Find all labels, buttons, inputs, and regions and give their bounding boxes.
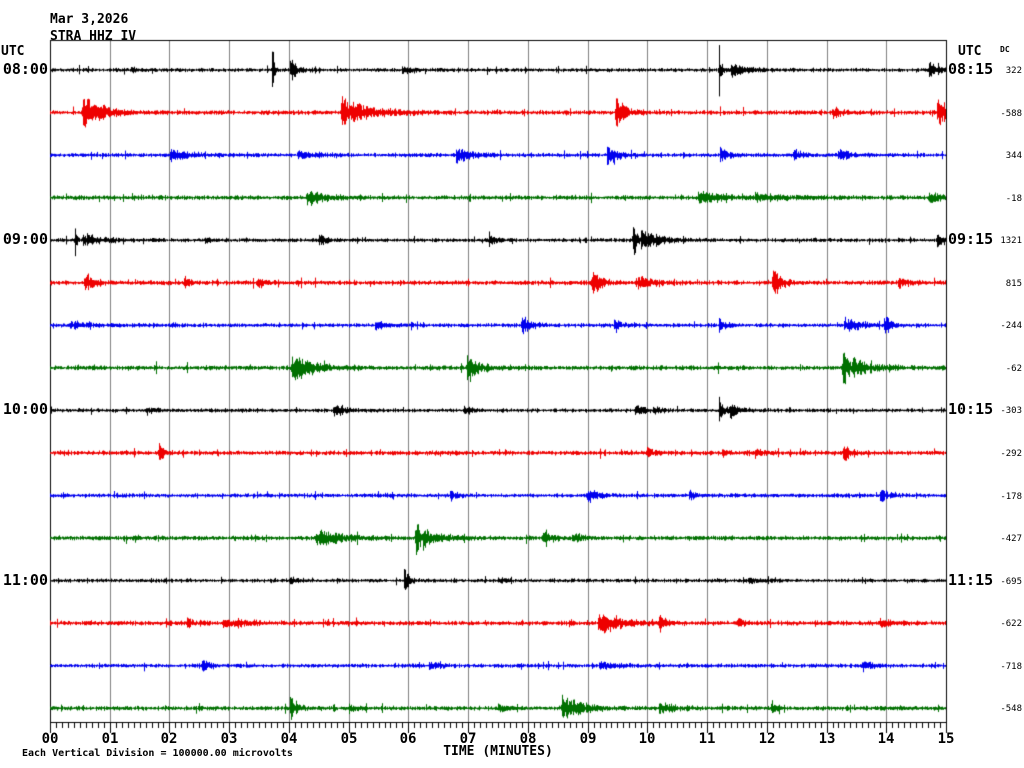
dc-offset-value: -718 <box>1000 662 1022 672</box>
x-tick-label: 04 <box>280 731 298 747</box>
utc-start-label: 08:00 <box>2 60 48 78</box>
utc-end-label: 09:15 <box>948 230 994 248</box>
utc-start-label: 09:00 <box>2 230 48 248</box>
x-tick-label: 07 <box>459 731 477 747</box>
x-tick-label: 09 <box>579 731 597 747</box>
dc-offset-value: -695 <box>1000 577 1022 587</box>
x-tick-label: 14 <box>877 731 895 747</box>
x-tick-label: 08 <box>519 731 537 747</box>
station-channel-label: STRA HHZ IV <box>50 29 137 44</box>
dc-offset-value: -178 <box>1000 492 1022 502</box>
x-tick-label: 10 <box>638 731 656 747</box>
dc-offset-value: 344 <box>1005 151 1022 161</box>
x-tick-label: 13 <box>818 731 836 747</box>
dc-offset-value: -244 <box>1000 321 1022 331</box>
x-tick-label: 11 <box>698 731 716 747</box>
utc-header-left: UTC <box>1 44 25 59</box>
x-tick-label: 15 <box>937 731 955 747</box>
utc-start-label: 11:00 <box>2 571 48 589</box>
dc-offset-value: -548 <box>1000 704 1022 714</box>
x-tick-label: 01 <box>101 731 119 747</box>
x-tick-label: 00 <box>41 731 59 747</box>
dc-offset-value: 322 <box>1005 66 1022 76</box>
utc-header-right: UTC <box>958 44 982 59</box>
dc-offset-value: 1321 <box>1000 236 1022 246</box>
dc-offset-value: -588 <box>1000 109 1022 119</box>
dc-offset-value: -303 <box>1000 406 1022 416</box>
x-tick-label: 06 <box>399 731 417 747</box>
plot-date: Mar 3,2026 <box>50 12 129 27</box>
dc-offset-value: -18 <box>1005 194 1022 204</box>
x-tick-label: 05 <box>340 731 358 747</box>
dc-offset-value: -427 <box>1000 534 1022 544</box>
vertical-division-note: Each Vertical Division = 100000.00 micro… <box>22 748 293 759</box>
dc-offset-header: DC <box>1000 45 1010 54</box>
dc-offset-value: -292 <box>1000 449 1022 459</box>
dc-offset-value: -622 <box>1000 619 1022 629</box>
x-tick-label: 03 <box>220 731 238 747</box>
utc-start-label: 10:00 <box>2 400 48 418</box>
utc-end-label: 11:15 <box>948 571 994 589</box>
x-axis-title: TIME (MINUTES) <box>443 744 553 759</box>
x-tick-label: 12 <box>758 731 776 747</box>
utc-end-label: 08:15 <box>948 60 994 78</box>
utc-end-label: 10:15 <box>948 400 994 418</box>
dc-offset-value: -62 <box>1005 364 1022 374</box>
x-tick-label: 02 <box>160 731 178 747</box>
dc-offset-value: 815 <box>1005 279 1022 289</box>
